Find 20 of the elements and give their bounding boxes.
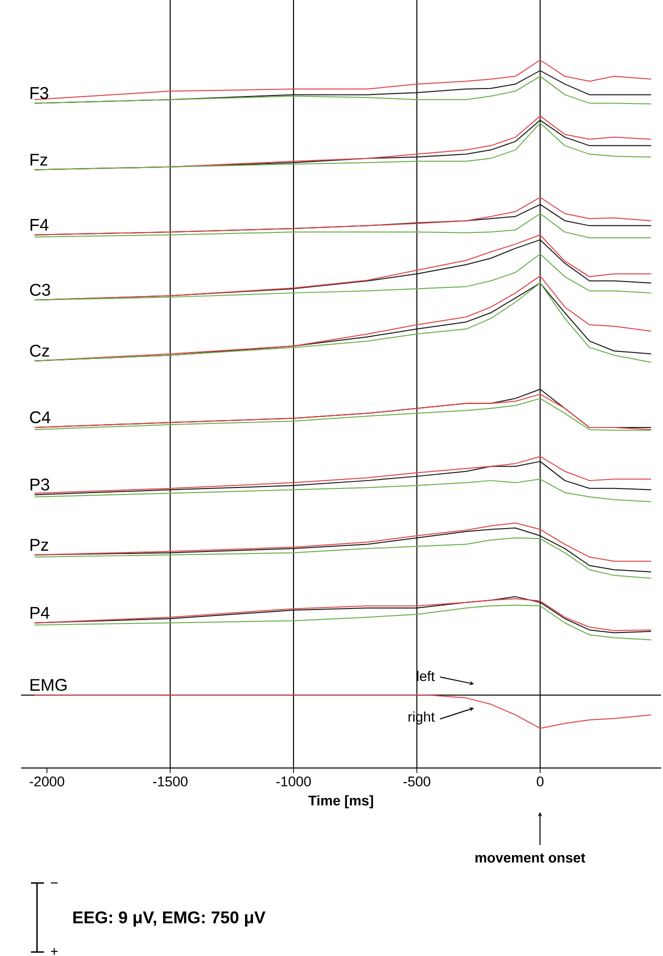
x-tick-label: -1000 xyxy=(276,776,311,786)
series-label: EMG xyxy=(30,678,67,691)
text: EEG: 9 μV, EMG: 750 μV xyxy=(73,911,266,927)
text: movement onset xyxy=(476,853,586,863)
text: + xyxy=(50,948,58,955)
series-label: F3 xyxy=(30,87,48,99)
series-label: C3 xyxy=(30,284,50,296)
series-label: Pz xyxy=(30,539,48,551)
x-axis-title: Time [ms] xyxy=(308,795,374,808)
text: − xyxy=(50,882,58,884)
series-label: Cz xyxy=(30,344,50,357)
x-tick-label: -1500 xyxy=(153,776,188,786)
series-label: P4 xyxy=(30,607,50,619)
x-tick-label: 0 xyxy=(536,776,544,786)
series-label: C4 xyxy=(30,411,50,424)
series-label: F4 xyxy=(30,219,48,231)
series-label: P3 xyxy=(30,478,50,491)
series-label: Fz xyxy=(30,154,48,166)
x-tick-label: -500 xyxy=(404,776,430,786)
x-tick-label: -2000 xyxy=(30,776,64,786)
